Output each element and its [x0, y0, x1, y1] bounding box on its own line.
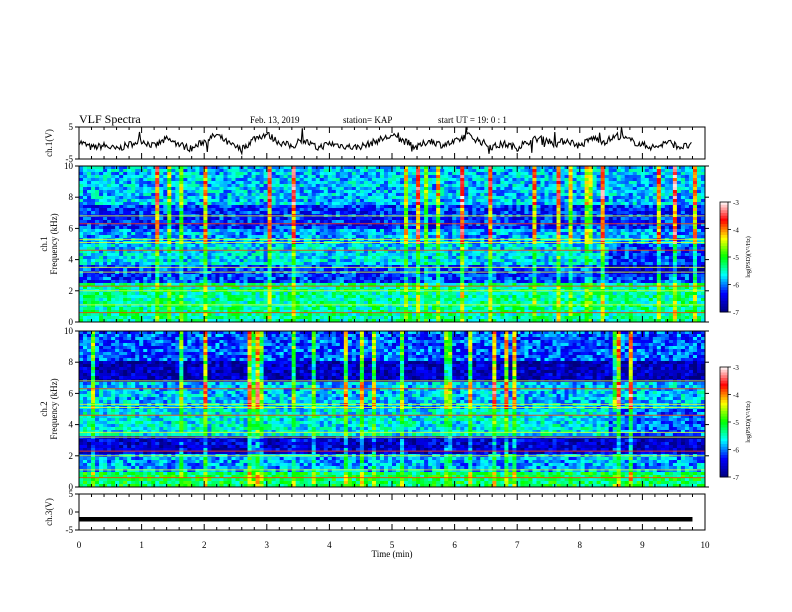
waveform-trace	[78, 126, 692, 156]
ch2-spectrogram-image	[78, 330, 706, 488]
ch3-y-axis-label: ch.3(V)	[44, 498, 54, 526]
y-tick-label: 8	[69, 357, 74, 367]
ch1-waveform-panel: 5 -5 ch.1(V)	[44, 122, 706, 164]
start-time-label: start UT = 19: 0 : 1	[438, 115, 507, 125]
colorbar-label: log(PSD)(V²/Hz)	[745, 236, 752, 277]
ch2-spectrogram-y-ticks: 0 2 4 6 8 10	[64, 326, 709, 492]
ch1-y-ticks: 5 -5	[66, 122, 79, 164]
y-tick-label: 4	[69, 255, 74, 265]
x-tick-label: 7	[515, 540, 520, 550]
ch3-y-ticks: 5 0 -5	[66, 489, 79, 535]
ch1-spectrogram-panel: 0 2 4 6 8 10 ch.1 Frequency (kHz) -3 -4 -5 -6 -7 l…	[39, 161, 752, 327]
ch2-channel-label: ch.2	[39, 401, 49, 416]
colorbar-label: log(PSD)(V²/Hz)	[745, 401, 752, 442]
ch2-spectrogram-panel: 0 2 4 6 8 10 ch.2 Frequency (kHz) -3 -4 -5 -6 -7 l…	[39, 326, 752, 492]
ch1-spectrogram-image	[78, 165, 706, 323]
ch1-colorbar: -3 -4 -5 -6 -7 log(PSD)(V²/Hz)	[719, 199, 752, 317]
x-tick-label: 8	[578, 540, 583, 550]
y-tick-label: 0	[69, 507, 74, 517]
colorbar-tick-label: -4	[733, 392, 739, 400]
x-tick-label: 9	[640, 540, 645, 550]
y-tick-label: 10	[64, 161, 74, 171]
colorbar-tick-label: -7	[733, 474, 739, 482]
x-tick-label: 6	[452, 540, 457, 550]
ch1-waveform-line	[78, 126, 692, 156]
y-tick-label: 5	[69, 122, 74, 132]
y-tick-label: 0	[69, 482, 74, 492]
y-tick-label: 6	[69, 388, 74, 398]
y-tick-label: 5	[69, 489, 74, 499]
y-tick-label: 8	[69, 192, 74, 202]
y-tick-label: 2	[69, 286, 74, 296]
colorbar-tick-label: -6	[733, 282, 739, 290]
colorbar-tick-label: -7	[733, 309, 739, 317]
ch1-spectrogram-y-ticks: 0 2 4 6 8 10	[64, 161, 709, 327]
y-tick-label: 10	[64, 326, 74, 336]
y-tick-label: 0	[69, 317, 74, 327]
colorbar-tick-label: -4	[733, 227, 739, 235]
x-tick-label: 4	[327, 540, 332, 550]
figure-title: VLF Spectra	[79, 112, 141, 126]
ch1-y-axis-label: ch.1(V)	[44, 129, 54, 157]
colorbar-tick-label: -3	[733, 364, 739, 372]
date-label: Feb. 13, 2019	[250, 115, 300, 125]
x-tick-label: 10	[701, 540, 711, 550]
colorbar-tick-label: -5	[733, 419, 739, 427]
colorbar-tick-label: -5	[733, 254, 739, 262]
ch2-colorbar: -3 -4 -5 -6 -7 log(PSD)(V²/Hz)	[719, 364, 752, 482]
x-tick-label: 1	[139, 540, 144, 550]
ch1-channel-label: ch.1	[39, 236, 49, 251]
y-tick-label: 6	[69, 223, 74, 233]
colorbar-tick-label: -3	[733, 199, 739, 207]
y-tick-label: 4	[69, 420, 74, 430]
x-tick-label: 5	[390, 540, 395, 550]
ch2-frequency-label: Frequency (kHz)	[49, 378, 59, 439]
y-tick-label: 2	[69, 451, 74, 461]
y-tick-label: -5	[66, 154, 74, 164]
x-tick-label: 0	[77, 540, 82, 550]
x-axis-label: Time (min)	[372, 549, 413, 559]
x-axis-ticks: 0 1 2 3 4 5 6 7 8 9 10	[77, 127, 710, 550]
x-tick-label: 2	[202, 540, 207, 550]
station-label: station= KAP	[343, 115, 392, 125]
ch1-frequency-label: Frequency (kHz)	[49, 213, 59, 274]
x-tick-label: 3	[265, 540, 270, 550]
ch3-waveform-panel: 5 0 -5 ch.3(V)	[44, 489, 706, 535]
y-tick-label: -5	[66, 525, 74, 535]
colorbar-tick-label: -6	[733, 447, 739, 455]
